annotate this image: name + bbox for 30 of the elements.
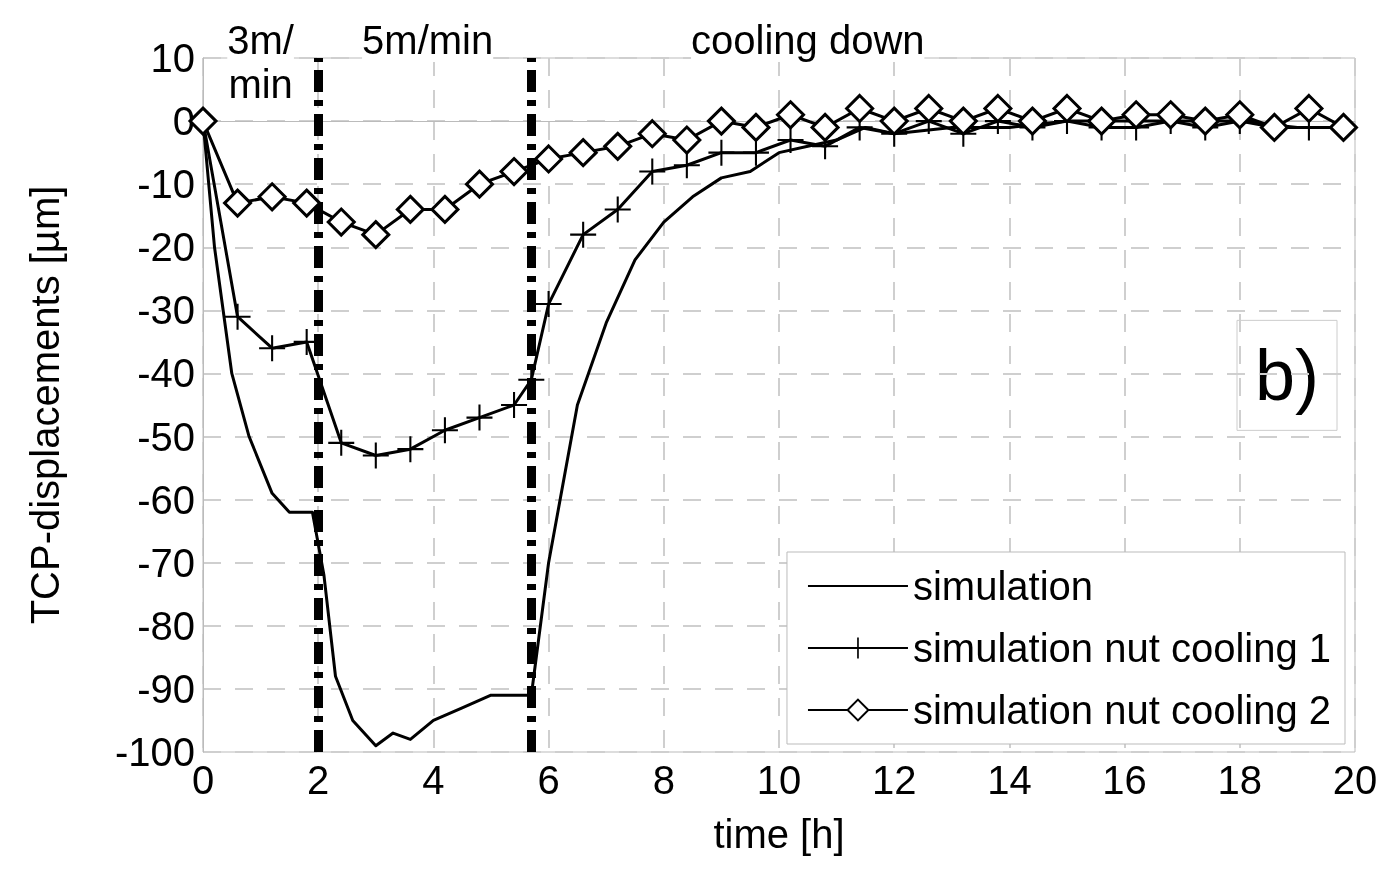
x-tick-label: 20 bbox=[1332, 758, 1378, 802]
y-tick-label: 10 bbox=[150, 36, 195, 80]
y-tick-label: -70 bbox=[137, 540, 195, 585]
x-tick-label: 14 bbox=[987, 758, 1032, 802]
y-tick-label: -40 bbox=[137, 351, 195, 396]
x-tick-label: 10 bbox=[756, 758, 802, 802]
annotation: cooling down bbox=[691, 18, 925, 62]
y-tick-label: -100 bbox=[114, 730, 195, 774]
legend-label: simulation bbox=[912, 564, 1094, 608]
annotation: b) bbox=[1254, 335, 1320, 416]
y-tick-label: -90 bbox=[137, 666, 195, 711]
x-tick-label: 18 bbox=[1217, 758, 1263, 802]
legend-label: simulation nut cooling 1 bbox=[912, 626, 1331, 670]
y-tick-label: -20 bbox=[137, 225, 195, 270]
x-axis-title: time [h] bbox=[713, 812, 845, 856]
y-tick-label: -30 bbox=[137, 288, 195, 333]
x-tick-label: 2 bbox=[307, 758, 330, 802]
y-tick-label: -50 bbox=[137, 414, 195, 459]
annotation: 3m/ min bbox=[227, 18, 295, 106]
x-tick-label: 12 bbox=[871, 758, 917, 802]
y-tick-label: -10 bbox=[137, 162, 195, 207]
x-tick-label: 16 bbox=[1102, 758, 1147, 802]
y-tick-label: -80 bbox=[137, 603, 195, 648]
legend-label: simulation nut cooling 2 bbox=[912, 688, 1331, 732]
y-axis-title: TCP-displacements [µm] bbox=[23, 185, 67, 625]
x-tick-label: 4 bbox=[422, 758, 445, 802]
annotation: 5m/min bbox=[362, 18, 494, 62]
x-tick-label: 8 bbox=[652, 758, 675, 802]
x-tick-label: 6 bbox=[537, 758, 560, 802]
y-tick-label: -60 bbox=[137, 477, 195, 522]
